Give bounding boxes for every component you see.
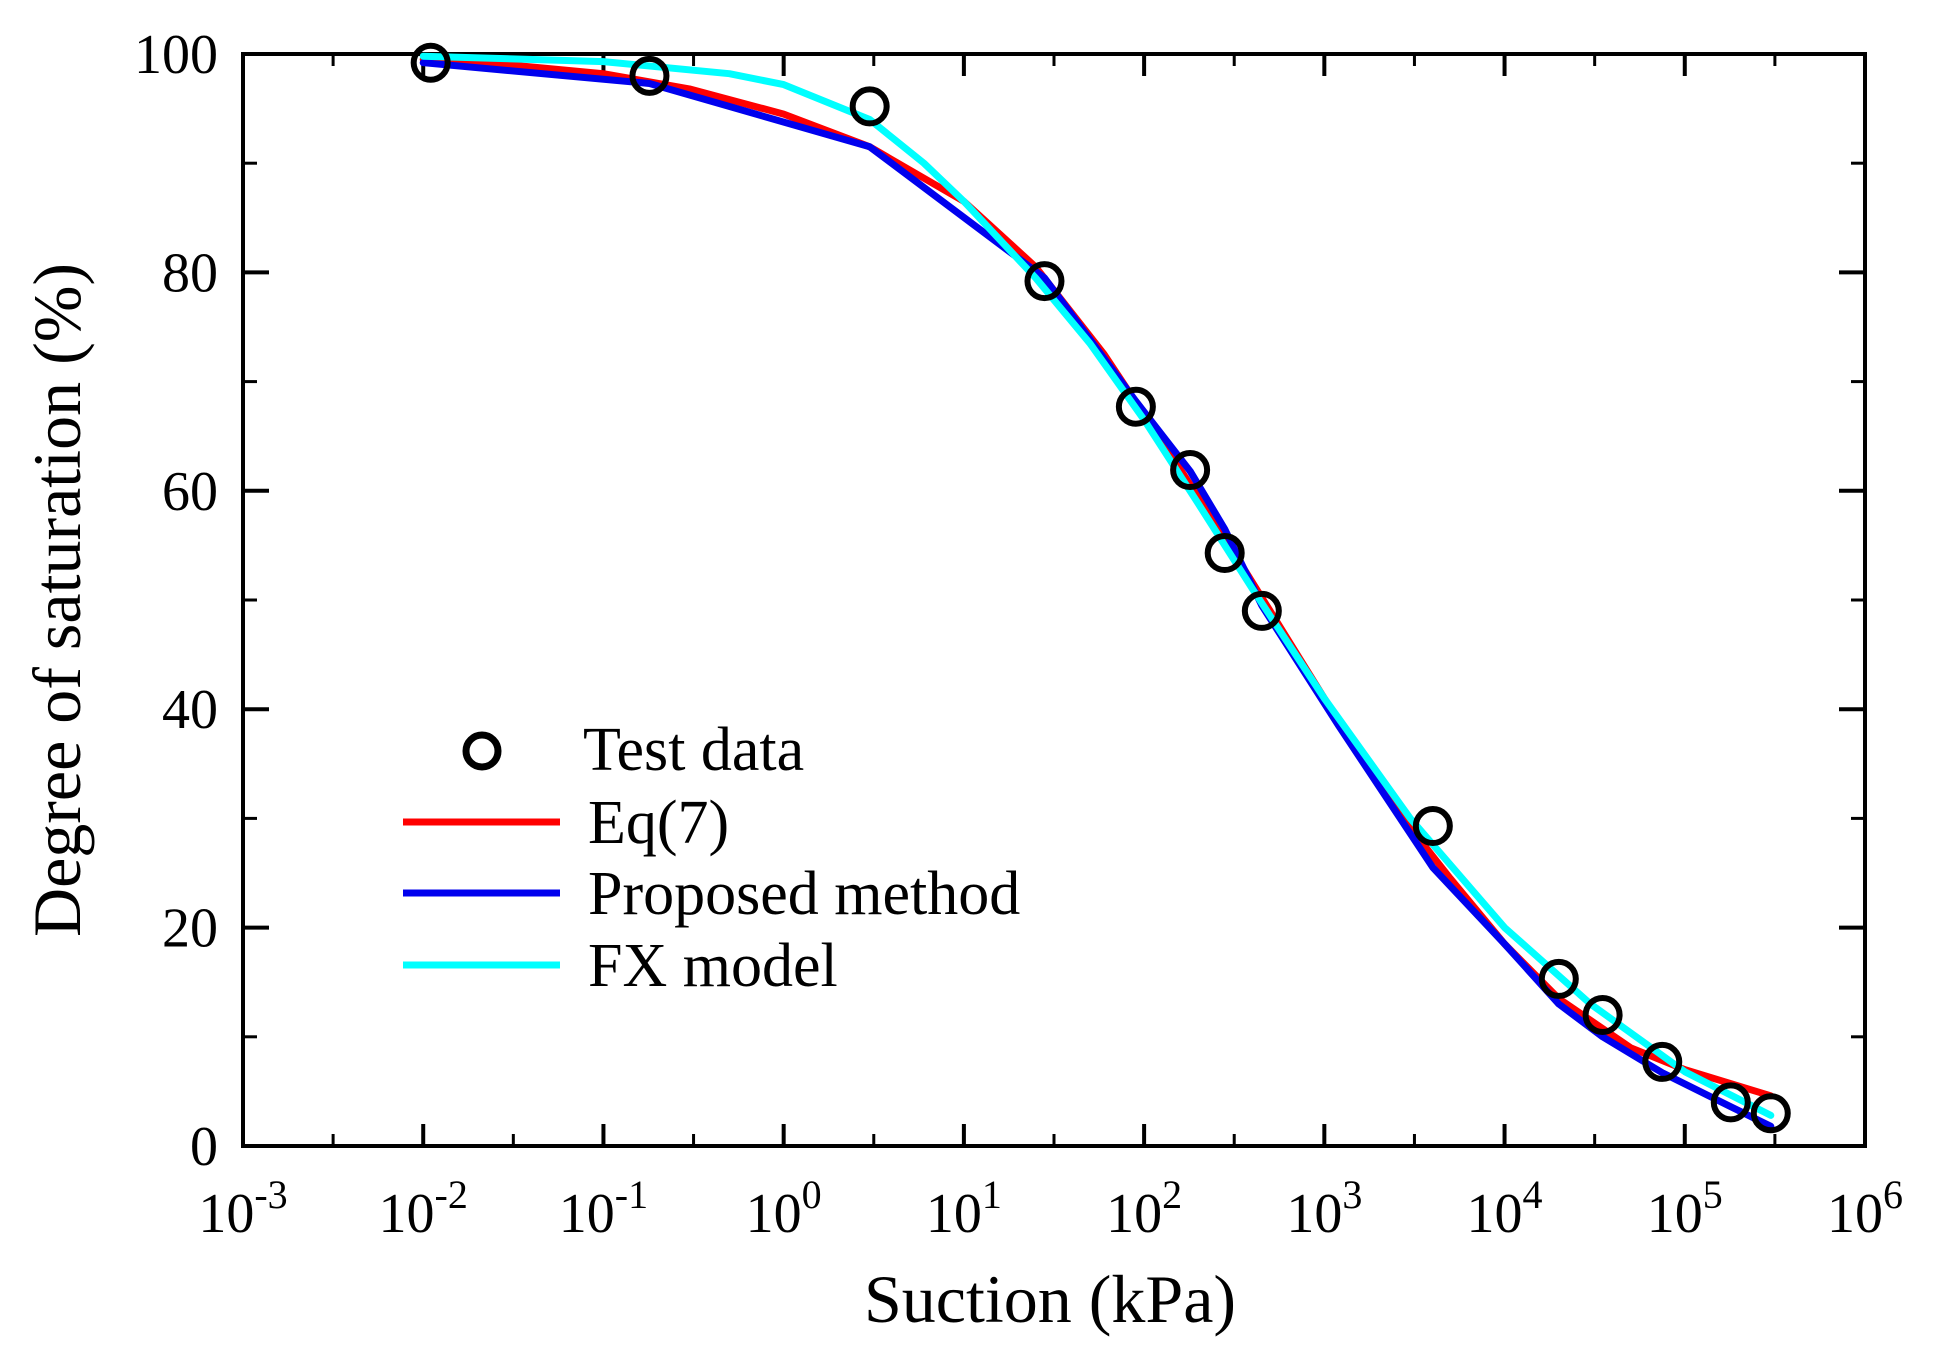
data-point-test-data bbox=[1582, 994, 1623, 1035]
y-tick-labels: 0 20 40 60 80 100 bbox=[134, 24, 218, 1178]
y-tick-label: 100 bbox=[134, 24, 218, 86]
x-tick-labels: 10-3 10-2 10-1 100 101 102 103 104 105 106 bbox=[198, 1172, 1903, 1245]
data-point-test-data bbox=[1241, 590, 1282, 631]
series-line-fx-model bbox=[419, 52, 1775, 1119]
y-tick-label: 20 bbox=[162, 898, 218, 960]
data-point-test-data bbox=[1115, 386, 1156, 427]
series-markers bbox=[410, 42, 1791, 1134]
data-point-test-data bbox=[1642, 1041, 1683, 1082]
legend-label-eq7: Eq(7) bbox=[588, 789, 729, 857]
legend-label-proposed-method: Proposed method bbox=[588, 860, 1020, 928]
legend-marker-test-data bbox=[462, 731, 502, 771]
data-point-test-data bbox=[1710, 1082, 1751, 1123]
data-point-test-data bbox=[849, 86, 890, 127]
x-tick-label: 106 bbox=[1827, 1172, 1903, 1245]
y-tick-label: 40 bbox=[162, 679, 218, 741]
legend: Test data Eq(7) Proposed method FX model bbox=[403, 716, 1020, 1000]
legend-label-fx-model: FX model bbox=[588, 932, 838, 1000]
x-tick-label: 101 bbox=[926, 1172, 1002, 1245]
series-lines bbox=[419, 52, 1775, 1130]
data-point-test-data bbox=[1170, 450, 1211, 491]
x-tick-label: 105 bbox=[1647, 1172, 1723, 1245]
data-point-test-data bbox=[1412, 806, 1453, 847]
x-tick-label: 103 bbox=[1286, 1172, 1362, 1245]
x-axis-title: Suction (kPa) bbox=[864, 1261, 1236, 1337]
data-point-test-data bbox=[1538, 958, 1579, 999]
data-point-test-data bbox=[1204, 533, 1245, 574]
data-point-test-data bbox=[410, 42, 451, 83]
y-tick-label: 80 bbox=[162, 242, 218, 304]
axis-ticks bbox=[241, 52, 1867, 1148]
x-tick-label: 102 bbox=[1106, 1172, 1182, 1245]
data-point-test-data bbox=[1750, 1093, 1791, 1134]
plot-frame bbox=[241, 52, 1867, 1148]
data-point-test-data bbox=[1024, 261, 1065, 302]
y-tick-label: 0 bbox=[190, 1116, 218, 1178]
legend-label-test-data: Test data bbox=[583, 716, 804, 784]
x-tick-label: 10-1 bbox=[559, 1172, 648, 1245]
data-point-test-data bbox=[629, 55, 670, 96]
x-tick-label: 10-3 bbox=[198, 1172, 287, 1245]
x-tick-label: 104 bbox=[1467, 1172, 1543, 1245]
y-tick-label: 60 bbox=[162, 461, 218, 523]
x-tick-label: 100 bbox=[746, 1172, 822, 1245]
y-axis-title: Degree of saturation (%) bbox=[19, 263, 95, 937]
x-tick-label: 10-2 bbox=[379, 1172, 468, 1245]
